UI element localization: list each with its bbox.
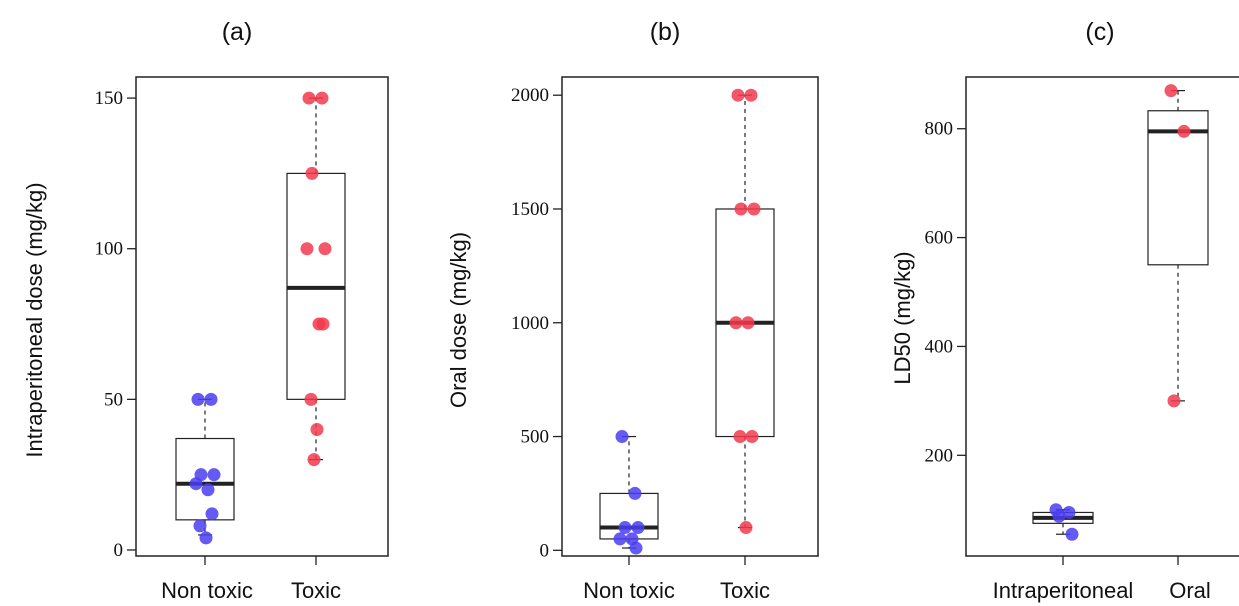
panel-b-point: [631, 521, 645, 535]
panel-a-point: [207, 468, 221, 482]
panel-a-point: [310, 422, 324, 436]
panel-a-point: [305, 166, 319, 180]
panel-a-point: [205, 507, 219, 521]
panel-b-xtick-non-toxic: Non toxic: [583, 578, 675, 603]
panel-c-ytick-label: 800: [925, 119, 954, 140]
panel-a-point: [318, 242, 332, 256]
panel-c-point: [1177, 124, 1191, 138]
panel-b-ytick-label: 0: [540, 540, 550, 561]
panel-a-ytick-label: 100: [95, 239, 124, 260]
panel-a-plot: 0 50 100 150: [95, 76, 389, 565]
panel-c-ytick-label: 200: [925, 445, 954, 466]
panel-b: (b) Oral dose (mg/kg) Non toxic Toxic 0 5…: [446, 18, 819, 603]
panel-c-plot: 200 400 600 800: [925, 76, 1239, 565]
panel-a-point: [191, 392, 205, 406]
panel-a-xtick-toxic: Toxic: [291, 578, 341, 603]
panel-a-xtick-non-toxic: Non toxic: [161, 578, 253, 603]
panel-c-box: [1147, 110, 1209, 266]
panel-b-point: [744, 88, 758, 102]
panel-a: (a) Intraperitoneal dose (mg/kg) Non tox…: [22, 18, 389, 603]
panel-c-point: [1164, 84, 1178, 98]
panel-b-point: [739, 521, 753, 535]
panel-a-ylabel: Intraperitoneal dose (mg/kg): [22, 182, 47, 457]
panel-b-point: [613, 532, 627, 546]
panel-c-frame: [965, 76, 1239, 557]
panel-b-ytick-label: 1000: [511, 313, 549, 334]
panel-a-ytick-label: 150: [95, 88, 124, 109]
panel-b-frame: [561, 76, 819, 557]
panel-b-point: [628, 486, 642, 500]
panel-c-xtick-oral: Oral: [1169, 578, 1211, 603]
panel-a-point: [199, 531, 213, 545]
panel-a-title: (a): [222, 18, 253, 46]
panel-b-point: [741, 316, 755, 330]
panel-b-point: [618, 521, 632, 535]
panel-c: (c) LD50 (mg/kg) Intraperitoneal Oral 20…: [890, 18, 1239, 603]
panel-b-xtick-toxic: Toxic: [720, 578, 770, 603]
panel-b-ytick-label: 500: [521, 427, 550, 448]
panel-b-point: [731, 88, 745, 102]
panel-c-ylabel: LD50 (mg/kg): [890, 251, 915, 384]
panel-b-point: [629, 541, 643, 555]
panel-b-point: [747, 202, 761, 216]
panel-c-point: [1052, 509, 1066, 523]
panel-a-point: [193, 519, 207, 533]
panel-b-title: (b): [650, 18, 681, 46]
panel-a-point: [204, 392, 218, 406]
panel-b-plot: 0 500 1000 1500 2000: [511, 76, 819, 565]
panel-a-point: [315, 91, 329, 105]
panel-c-point: [1062, 505, 1076, 519]
panel-a-point: [316, 317, 330, 331]
panel-c-point: [1065, 527, 1079, 541]
panel-b-point: [734, 202, 748, 216]
panel-c-point: [1167, 394, 1181, 408]
panel-c-xtick-intraperitoneal: Intraperitoneal: [993, 578, 1134, 603]
panel-a-point: [300, 242, 314, 256]
panel-b-point: [615, 430, 629, 444]
panel-b-point: [729, 316, 743, 330]
panel-a-point: [307, 453, 321, 467]
panel-b-ylabel: Oral dose (mg/kg): [446, 232, 471, 408]
panel-a-box: [175, 437, 235, 521]
panel-a-frame: [135, 76, 389, 557]
panel-a-ytick-label: 0: [114, 540, 124, 561]
panel-a-point: [302, 91, 316, 105]
panel-a-point: [189, 477, 203, 491]
panel-a-point: [201, 483, 215, 497]
panel-b-point: [745, 430, 759, 444]
panel-b-ytick-label: 1500: [511, 199, 549, 220]
panel-a-ytick-label: 50: [104, 389, 123, 410]
panel-b-point: [733, 430, 747, 444]
panel-c-ytick-label: 400: [925, 336, 954, 357]
panel-c-ytick-label: 600: [925, 228, 954, 249]
panel-c-title: (c): [1085, 18, 1114, 46]
panel-a-point: [304, 392, 318, 406]
panel-b-ytick-label: 2000: [511, 85, 549, 106]
